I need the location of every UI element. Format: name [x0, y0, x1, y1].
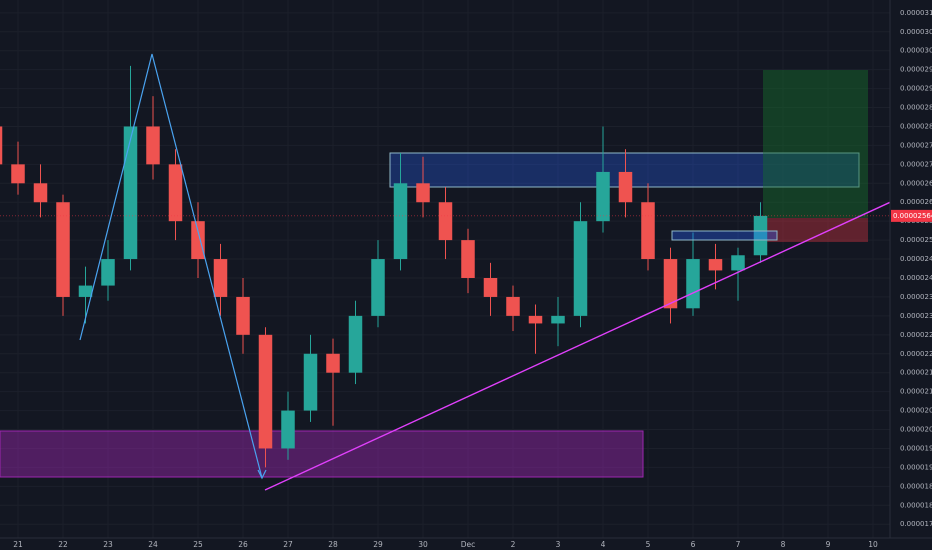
y-tick-label: 0.00001950: [900, 444, 932, 452]
candle-body: [33, 183, 48, 203]
x-tick-label: 26: [238, 540, 248, 549]
x-tick-label: 8: [781, 540, 786, 549]
y-tick-label: 0.00002300: [900, 312, 932, 320]
x-tick-label: 10: [868, 540, 878, 549]
y-tick-label: 0.00002250: [900, 331, 932, 339]
y-tick-label: 0.00002200: [900, 350, 932, 358]
y-tick-label: 0.00001800: [900, 501, 932, 509]
y-tick-label: 0.00003100: [900, 9, 932, 17]
y-tick-label: 0.00002050: [900, 407, 932, 415]
candle-body: [213, 259, 228, 297]
x-tick-label: 27: [283, 540, 293, 549]
x-tick-label: 2: [511, 540, 516, 549]
y-tick-label: 0.00002750: [900, 141, 932, 149]
y-tick-label: 0.00002900: [900, 85, 932, 93]
candle-body: [753, 215, 768, 256]
candle-body: [641, 202, 655, 260]
y-tick-label: 0.00002850: [900, 104, 932, 112]
y-tick-label: 0.00002650: [900, 179, 932, 187]
x-tick-label: 25: [193, 540, 203, 549]
axes: 0.00003100 0.00003050 0.00003000 0.00002950…: [13, 9, 932, 549]
y-tick-label: 0.00002800: [900, 122, 932, 130]
y-tick-label: 0.00001750: [900, 520, 932, 528]
x-tick-label: 9: [826, 540, 831, 549]
candle-body: [438, 202, 453, 241]
x-tick-label: 30: [418, 540, 428, 549]
candle-body: [731, 255, 745, 271]
y-tick-label: 0.00002000: [900, 426, 932, 434]
x-tick-label: 29: [373, 540, 383, 549]
y-tick-label: 0.00002950: [900, 66, 932, 74]
candle-body: [686, 259, 700, 309]
candle-body: [483, 277, 498, 297]
candle-body: [416, 183, 430, 203]
candle-body: [708, 259, 723, 271]
candle-body: [618, 171, 633, 203]
target-zone: [763, 70, 868, 218]
candle-body: [461, 240, 475, 278]
trend-line: [264, 199, 896, 491]
last-price-tag: [891, 209, 932, 222]
candle-body: [326, 353, 340, 373]
candle-body: [348, 315, 363, 373]
x-tick-label: 23: [103, 540, 113, 549]
last-price-label: 0.00002564: [893, 212, 932, 220]
candle-body: [281, 410, 295, 449]
candle-body: [56, 202, 70, 297]
candle-body: [663, 259, 678, 309]
zigzag: [79, 53, 263, 479]
x-tick-label: 21: [13, 540, 23, 549]
x-tick-label: 6: [691, 540, 696, 549]
candle-body: [551, 315, 565, 324]
y-tick-label: 0.00001900: [900, 463, 932, 471]
arrow: [257, 469, 267, 480]
candle-body: [371, 259, 385, 316]
candle-body: [236, 296, 250, 335]
candle-body: [573, 221, 588, 316]
x-tick-label: Dec: [461, 540, 476, 549]
price-axis: [890, 0, 932, 550]
candle-body: [528, 315, 543, 324]
x-tick-label: 28: [328, 540, 338, 549]
y-tick-label: 0.00002600: [900, 198, 932, 206]
y-tick-label: 0.00003000: [900, 47, 932, 55]
candle-body: [393, 183, 408, 260]
x-tick-label: 5: [646, 540, 651, 549]
y-tick-label: 0.00003050: [900, 28, 932, 36]
x-tick-label: 24: [148, 540, 158, 549]
y-tick-label: 0.00002150: [900, 369, 932, 377]
y-tick-label: 0.00001850: [900, 482, 932, 490]
y-tick-label: 0.00002700: [900, 160, 932, 168]
candle-body: [101, 259, 115, 286]
candles: [0, 65, 890, 468]
y-tick-label: 0.00002350: [900, 293, 932, 301]
candle-body: [506, 296, 520, 316]
candle-body: [123, 126, 138, 260]
candle-body: [258, 334, 273, 449]
candle-body: [168, 164, 183, 222]
candle-body: [11, 164, 25, 184]
x-tick-label: 4: [601, 540, 606, 549]
y-tick-label: 0.00002400: [900, 274, 932, 282]
demand-zone: [0, 430, 644, 478]
candle-body: [0, 126, 3, 165]
x-tick-label: 7: [736, 540, 741, 549]
candle-body: [146, 126, 160, 165]
x-tick-label: 22: [58, 540, 68, 549]
x-tick-label: 3: [556, 540, 561, 549]
candle-body: [78, 285, 93, 297]
candle-body: [303, 353, 318, 411]
small-zone: [671, 230, 778, 241]
y-tick-label: 0.00002100: [900, 388, 932, 396]
stop-zone: [763, 218, 868, 242]
y-tick-label: 0.00002500: [900, 236, 932, 244]
candle-body: [191, 221, 205, 260]
candle-body: [596, 171, 610, 222]
y-tick-label: 0.00002450: [900, 255, 932, 263]
